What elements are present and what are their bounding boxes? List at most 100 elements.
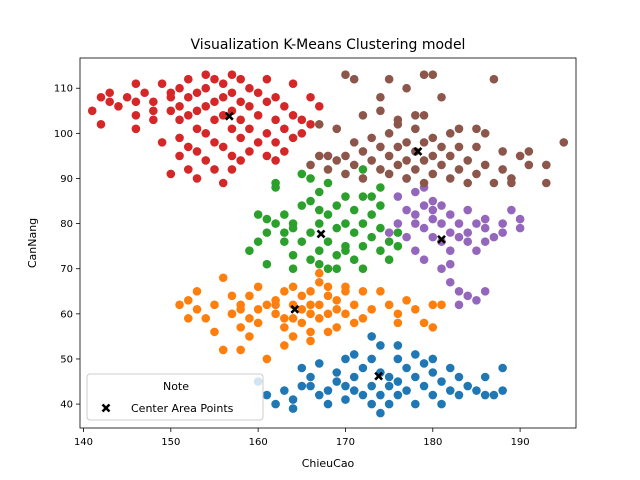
cluster-0-point [419,381,429,391]
cluster-5-point [472,124,481,134]
cluster-2-point [393,241,403,251]
cluster-0-point [445,386,455,395]
cluster-3-point [428,232,438,242]
cluster-3-point [498,219,507,228]
cluster-5-point [472,169,481,179]
cluster-4-point [245,83,254,93]
cluster-0-point [402,386,411,395]
x-tick-label: 160 [249,437,268,448]
cluster-0-point [262,390,272,400]
cluster-5-point [376,165,385,174]
cluster-1-point [323,291,333,301]
cluster-1-point [306,286,315,296]
cluster-4-point [210,115,219,125]
center-marker [413,146,423,156]
cluster-2-point [358,192,368,201]
cluster-2-point [341,192,350,201]
cluster-5-point [349,160,359,170]
cluster-3-point [445,277,455,287]
cluster-5-point [463,156,473,165]
cluster-3-point [437,201,446,210]
cluster-3-point [472,219,481,228]
cluster-1-point [280,286,289,296]
cluster-4-point [105,88,114,98]
cluster-1-point [341,282,350,292]
cluster-4-point [131,97,141,107]
cluster-4-point [218,111,228,120]
cluster-0-point [288,395,298,404]
cluster-4-point [175,133,184,143]
cluster-3-point [498,228,507,237]
cluster-0-point [297,363,307,373]
cluster-5-point [498,147,507,156]
cluster-4-point [227,106,237,116]
cluster-1-point [288,332,298,341]
cluster-1-point [280,323,289,332]
cluster-5-point [507,174,516,183]
cluster-4-point [271,138,280,147]
cluster-2-point [306,174,315,183]
center-marker [437,234,446,244]
cluster-3-point [480,286,490,296]
cluster-2-point [367,192,376,201]
cluster-1-point [437,300,446,310]
cluster-1-point [236,345,245,355]
cluster-0-point [332,368,342,377]
cluster-3-point [489,232,499,242]
cluster-1-point [236,323,245,332]
cluster-3-point [463,237,473,246]
cluster-4-point [280,101,289,111]
cluster-5-point [402,174,411,183]
cluster-0-point [419,359,429,368]
cluster-5-point [454,124,464,134]
cluster-5-point [323,165,333,174]
cluster-1-point [341,309,350,319]
cluster-0-point [376,341,385,350]
cluster-0-point [306,381,315,391]
cluster-0-point [367,399,376,409]
cluster-4-point [218,79,228,89]
cluster-2-point [288,219,298,228]
cluster-4-point [306,92,315,102]
cluster-3-point [454,219,464,228]
cluster-1-point [253,305,263,314]
cluster-2-point [262,228,272,237]
cluster-5-point [489,74,499,84]
cluster-4-point [183,142,193,152]
cluster-0-point [411,372,420,382]
cluster-5-point [542,160,551,170]
cluster-5-point [480,160,490,170]
legend-marker-icon [101,403,111,413]
cluster-0-point [498,363,507,373]
cluster-4-point [253,88,263,98]
cluster-1-point [323,282,333,292]
cluster-5-point [419,156,429,165]
cluster-1-point [201,314,211,323]
x-tick-label: 190 [511,437,530,448]
cluster-5-point [306,160,315,170]
cluster-2-point [253,237,263,246]
cluster-5-point [411,124,420,134]
cluster-3-point [437,237,446,246]
cluster-1-point [192,305,202,314]
cluster-5-point [384,169,394,179]
cluster-1-point [349,318,359,328]
cluster-4-point [192,106,202,116]
cluster-4-point [149,106,158,116]
cluster-4-point [192,147,202,156]
cluster-0-point [437,377,446,386]
cluster-0-point [437,399,446,409]
cluster-0-point [480,372,490,382]
cluster-1-point [402,296,411,305]
cluster-1-point [245,291,254,301]
cluster-2-point [262,214,272,224]
x-axis-label: ChieuCao [302,457,355,470]
cluster-3-point [480,214,490,224]
chart-title: Visualization K-Means Clustering model [191,37,466,53]
cluster-4-point [131,79,141,89]
cluster-0-point [314,359,324,368]
cluster-1-point [393,309,403,319]
cluster-0-point [480,390,490,400]
cluster-4-point [131,124,141,134]
cluster-2-point [349,205,359,215]
